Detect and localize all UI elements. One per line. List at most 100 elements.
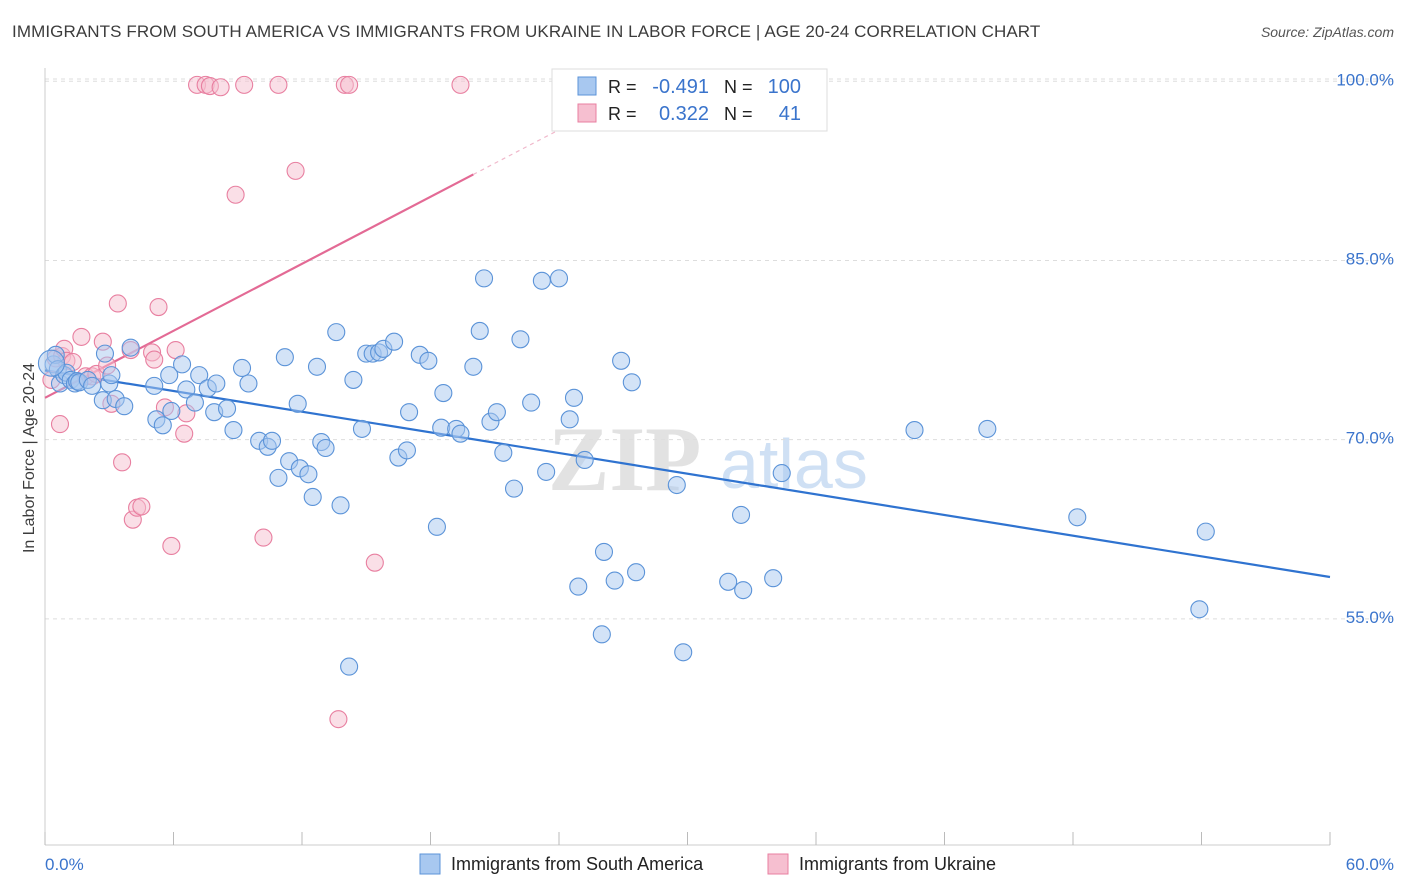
south-america-point (1196, 522, 1215, 541)
legend-r-label-2: R = (608, 104, 637, 124)
south-america-point (592, 625, 611, 644)
south-america-point (605, 571, 624, 590)
ukraine-point (226, 185, 245, 204)
south-america-point (432, 418, 451, 437)
stats-legend-box (551, 68, 828, 132)
legend-r-value-1: -0.491 (652, 76, 709, 98)
legend-n-label-1: N = (724, 77, 753, 97)
y-tick-label: 100.0% (1336, 70, 1394, 89)
south-america-point (331, 496, 350, 515)
trend-line-south-america (44, 369, 1331, 579)
south-america-point (262, 431, 282, 450)
south-america-point (217, 399, 237, 418)
ukraine-point (451, 75, 470, 94)
trend-line-ukraine (44, 173, 474, 399)
south-america-point (564, 388, 584, 407)
ukraine-point (269, 75, 288, 94)
south-america-point (719, 572, 738, 591)
south-america-point (160, 366, 179, 385)
south-america-point (1068, 508, 1087, 527)
south-america-point (537, 462, 556, 481)
south-america-point (627, 563, 646, 582)
x-tick-label-min: 0.0% (45, 855, 84, 874)
legend-n-value-2: 41 (779, 103, 801, 125)
south-america-point (269, 468, 288, 487)
south-america-point (674, 643, 693, 662)
south-america-point (95, 344, 115, 363)
south-america-point (299, 465, 318, 484)
legend-n-label-2: N = (724, 104, 753, 124)
south-america-point (504, 479, 524, 498)
south-america-point (340, 657, 359, 676)
south-america-point (83, 376, 102, 395)
ukraine-point (329, 710, 348, 729)
series-legend: Immigrants from South America Immigrants… (419, 853, 996, 875)
legend-item-ukraine-swatch (767, 853, 789, 875)
south-america-point (121, 338, 140, 357)
y-axis-title: In Labor Force | Age 20-24 (21, 363, 38, 553)
south-america-point (190, 366, 209, 385)
legend-item-south-america-swatch (419, 853, 441, 875)
south-america-point (622, 373, 641, 392)
y-tick-labels: 55.0% 70.0% 85.0% 100.0% (1336, 70, 1394, 627)
south-america-point (115, 397, 134, 416)
ukraine-point (340, 75, 359, 94)
ukraine-point (72, 327, 91, 346)
south-america-point (385, 332, 404, 351)
south-america-point (905, 421, 924, 440)
south-america-point (434, 384, 453, 403)
south-america-point (594, 542, 614, 561)
south-america-point (764, 569, 783, 588)
south-america-point (464, 357, 483, 376)
ukraine-point (108, 294, 127, 313)
south-america-point (307, 357, 327, 376)
south-america-point (153, 416, 172, 435)
south-america-point (400, 403, 419, 422)
south-america-point (427, 517, 446, 536)
source-credit: Source: ZipAtlas.com (1260, 24, 1394, 40)
legend-n-value-1: 100 (768, 76, 801, 98)
south-america-point (239, 374, 258, 393)
y-tick-label: 55.0% (1346, 608, 1394, 627)
south-america-point (185, 393, 204, 412)
south-america-point (344, 370, 363, 389)
south-america-point (575, 450, 594, 469)
south-america-point (352, 419, 372, 438)
south-america-point (397, 441, 416, 460)
y-tick-label: 70.0% (1346, 429, 1394, 448)
south-america-point (731, 505, 751, 524)
south-america-point (494, 443, 513, 462)
south-america-point-cluster (37, 349, 65, 377)
south-america-point (734, 581, 753, 600)
south-america-point (470, 321, 489, 340)
south-america-point (532, 271, 551, 290)
legend-swatch-blue (577, 76, 597, 96)
ukraine-point (286, 161, 305, 180)
ukraine-point (175, 424, 194, 443)
ukraine-point (132, 497, 151, 516)
south-america-point (224, 421, 243, 440)
south-america-point (177, 380, 196, 399)
south-america-point (303, 487, 322, 507)
south-america-point (275, 348, 294, 367)
south-america-point (511, 330, 530, 349)
ukraine-point (365, 553, 384, 572)
ukraine-point (211, 78, 230, 97)
south-america-point (549, 269, 569, 288)
legend-swatch-pink (577, 103, 597, 123)
stats-legend: R = -0.491 N = 100 R = 0.322 N = 41 (551, 68, 828, 132)
south-america-point (978, 419, 997, 438)
south-america-point (145, 376, 164, 395)
south-america-points (37, 269, 1215, 676)
legend-item-ukraine-label: Immigrants from Ukraine (799, 854, 996, 874)
south-america-point (772, 464, 791, 483)
south-america-point (487, 403, 506, 422)
south-america-point (560, 410, 579, 429)
south-america-point (451, 424, 470, 443)
ukraine-point (162, 536, 181, 556)
ukraine-point (113, 453, 132, 472)
south-america-point (474, 269, 494, 288)
south-america-point (1190, 600, 1209, 619)
ukraine-point (254, 528, 273, 547)
